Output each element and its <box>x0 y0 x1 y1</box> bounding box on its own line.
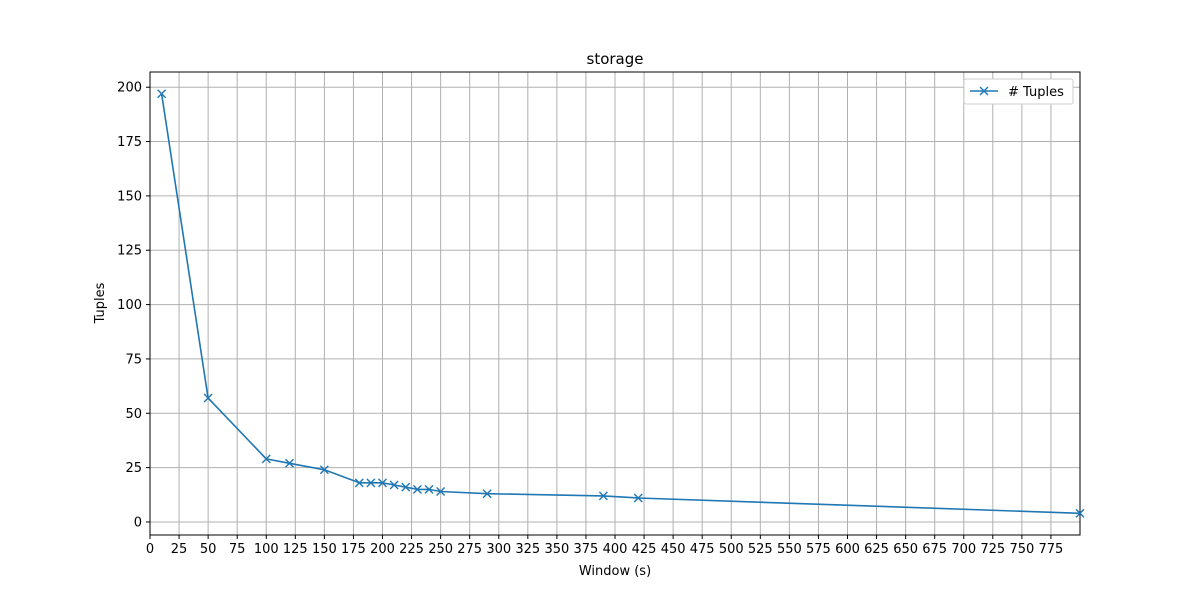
legend: # Tuples <box>963 78 1074 105</box>
data-point <box>285 458 294 468</box>
data-point <box>598 491 608 501</box>
legend-label: # Tuples <box>1008 85 1064 100</box>
x-tick-label: 225 <box>399 542 424 557</box>
x-tick-label: 175 <box>341 542 366 557</box>
data-point <box>354 478 364 488</box>
x-tick-label: 725 <box>980 542 1005 557</box>
y-tick-label: 200 <box>117 81 142 96</box>
x-tick-label: 750 <box>1009 542 1034 557</box>
y-axis: 0 25 50 75 100 125 150 175 200 <box>117 81 150 530</box>
data-point <box>366 478 376 488</box>
legend-box <box>963 78 1074 105</box>
chart-title: storage <box>587 50 644 68</box>
x-tick-label: 100 <box>254 542 279 557</box>
x-tick-label: 0 <box>146 542 154 557</box>
x-tick-label: 125 <box>283 542 308 557</box>
y-tick-label: 75 <box>125 352 142 367</box>
data-point <box>389 480 399 490</box>
data-point <box>633 493 643 503</box>
data-point <box>319 465 329 475</box>
y-axis-label: Tuples <box>93 282 108 324</box>
x-tick-label: 525 <box>748 542 773 557</box>
x-tick-label: 300 <box>486 542 511 557</box>
x-tick-label: 550 <box>777 542 802 557</box>
y-tick-label: 150 <box>117 189 142 204</box>
x-tick-label: 275 <box>457 542 482 557</box>
x-tick-label: 325 <box>515 542 540 557</box>
data-point <box>412 484 422 494</box>
y-tick-label: 175 <box>117 135 142 150</box>
x-tick-label: 475 <box>690 542 715 557</box>
y-tick-label: 0 <box>134 515 142 530</box>
x-tick-label: 675 <box>922 542 947 557</box>
x-tick-label: 450 <box>661 542 686 557</box>
data-point <box>424 484 434 494</box>
y-tick-label: 25 <box>125 461 142 476</box>
x-tick-label: 50 <box>200 542 217 557</box>
x-tick-label: 350 <box>544 542 569 557</box>
data-point <box>482 489 492 499</box>
x-tick-label: 425 <box>632 542 657 557</box>
x-tick-label: 625 <box>864 542 889 557</box>
x-tick-label: 25 <box>171 542 188 557</box>
x-tick-label: 650 <box>893 542 918 557</box>
x-tick-label: 400 <box>603 542 628 557</box>
data-point <box>157 89 167 99</box>
x-tick-label: 575 <box>806 542 831 557</box>
y-tick-label: 100 <box>117 298 142 313</box>
x-axis: 0 25 50 75 100 125 150 175 200 225 250 275 300 325 350… <box>146 535 1063 557</box>
y-tick-label: 125 <box>117 244 142 259</box>
x-tick-label: 600 <box>835 542 860 557</box>
data-point <box>378 478 387 488</box>
grid <box>149 72 1080 535</box>
data-point <box>401 482 411 492</box>
x-tick-label: 150 <box>312 542 337 557</box>
data-point <box>436 487 446 497</box>
x-tick-label: 775 <box>1039 542 1064 557</box>
x-tick-label: 75 <box>229 542 246 557</box>
x-tick-label: 500 <box>719 542 744 557</box>
legend-marker <box>979 86 989 96</box>
x-tick-label: 700 <box>951 542 976 557</box>
data-point <box>203 393 213 403</box>
x-axis-label: Window (s) <box>579 564 651 579</box>
y-tick-label: 50 <box>125 407 142 422</box>
series-layer <box>157 89 1085 518</box>
data-point <box>1075 508 1085 518</box>
x-tick-label: 200 <box>370 542 395 557</box>
x-tick-label: 375 <box>574 542 599 557</box>
data-point <box>261 454 271 464</box>
x-tick-label: 250 <box>428 542 453 557</box>
